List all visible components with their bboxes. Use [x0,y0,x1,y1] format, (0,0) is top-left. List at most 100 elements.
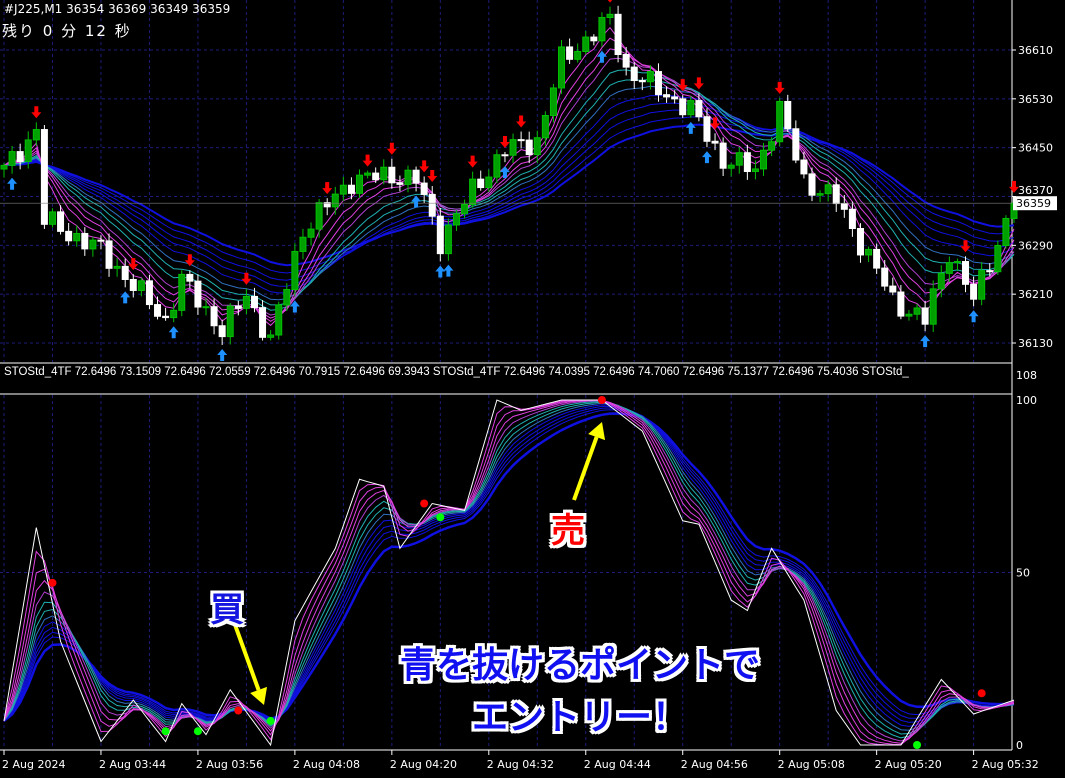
price-tick-label: 36130 [1018,337,1053,350]
bear-candle [881,267,889,287]
bull-candle [307,228,315,238]
sell-arrow-icon [128,258,139,271]
bull-candle [275,304,283,336]
bear-candle [428,193,436,217]
entry-message-line1: 青を抜けるポイントで [399,645,760,686]
stochastic-main-line [3,399,1015,747]
bull-candle [356,174,364,194]
buy-dot [913,741,922,749]
price-ribbon-line [3,85,1015,301]
bear-candle [808,173,816,196]
bull-candle [1002,217,1010,246]
sell-arrow-icon [774,81,785,94]
buy-arrow-icon [596,50,607,63]
bull-candle [89,239,97,250]
bull-candle [978,270,986,300]
price-tick-label: 36610 [1018,44,1053,57]
time-tick-label: 2 Aug 05:20 [875,758,942,771]
bear-candle [889,285,897,293]
bear-candle [412,169,420,184]
bear-candle [703,116,711,142]
sell-arrow-icon [516,115,527,128]
bull-candle [339,184,347,195]
bear-candle [105,240,113,269]
buy-dot [161,727,170,736]
bull-candle [953,261,961,264]
bear-candle [210,306,218,327]
bull-candle [824,184,832,195]
bear-candle [590,36,598,42]
bull-candle [905,313,913,317]
sell-dot [48,578,57,587]
price-ribbon-line [3,37,1015,322]
bull-candle [533,137,541,156]
bull-candle [202,306,210,309]
buy-arrow-icon [685,121,696,134]
bull-candle [8,151,16,166]
price-ribbon-line [3,78,1015,306]
bull-candle [994,244,1002,273]
sell-arrow-icon [960,240,971,253]
bull-candle [913,307,921,315]
bull-candle [0,164,8,170]
indicator-values-label: STOStd_4TF 72.6496 73.1509 72.6496 72.05… [4,366,909,378]
buy-dot [193,727,202,736]
bear-candle [16,151,24,162]
price-ribbon-line [3,95,1015,294]
bull-candle [315,202,323,230]
bear-candle [663,94,671,98]
bull-candle [73,233,81,242]
bull-candle [687,100,695,116]
bull-candle [137,280,145,291]
sell-arrow-icon [499,135,510,148]
bear-candle [630,66,638,82]
sell-arrow-icon [419,160,430,173]
bear-candle [840,203,848,210]
bear-candle [347,184,355,194]
bull-candle [380,166,388,181]
bear-candle [654,71,662,96]
bear-candle [525,139,533,156]
bull-candle [937,272,945,290]
indicator-tick-label: 108 [1016,369,1037,382]
bull-candle [865,248,873,256]
time-tick-label: 2 Aug 2024 [2,758,65,771]
bear-candle [856,228,864,256]
bull-candle [331,193,339,208]
time-tick-label: 2 Aug 05:08 [778,758,845,771]
bull-candle [558,46,566,89]
bull-candle [178,273,186,311]
buy-arrow-icon [435,265,446,278]
bull-candle [735,152,743,166]
price-ribbon-line [3,116,1015,274]
bear-candle [800,159,808,175]
stochastic-ribbon-line [3,402,1015,731]
bear-candle [638,80,646,83]
bear-candle [986,270,994,273]
bear-candle [566,46,574,60]
sell-dot [597,396,606,404]
current-price-badge [1013,196,1057,211]
buy-arrow-icon [120,291,131,304]
bear-candle [873,248,881,269]
bear-candle [743,152,751,172]
indicator-tick-label: 50 [1016,567,1030,580]
price-tick-label: 36290 [1018,239,1053,252]
bear-candle [614,13,622,56]
bull-candle [493,154,501,178]
sell-arrow-icon [467,155,478,168]
bear-candle [784,100,792,130]
bull-candle [509,139,517,156]
bull-candle [226,305,234,338]
sell-dot [977,689,986,698]
buy-arrow-icon [7,177,18,190]
bear-candle [477,178,485,189]
time-tick-label: 2 Aug 04:08 [293,758,360,771]
buy-dot [266,716,275,725]
time-tick-label: 2 Aug 05:32 [972,758,1039,771]
time-tick-label: 2 Aug 04:56 [681,758,748,771]
bull-candle [751,168,759,172]
bull-candle [32,129,40,141]
price-tick-label: 36530 [1018,93,1053,106]
